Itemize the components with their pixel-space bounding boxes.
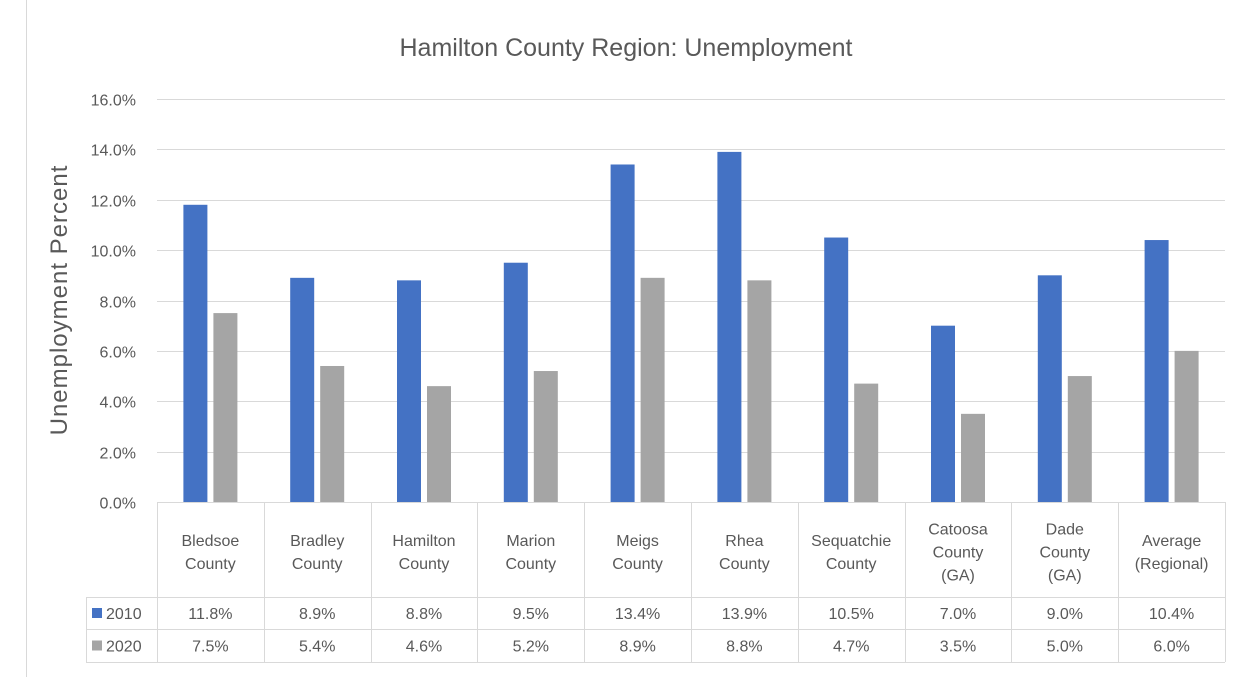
y-tick-label: 10.0% xyxy=(91,244,136,261)
category-label: Bradley County xyxy=(290,533,344,573)
bar-2020 xyxy=(1174,350,1199,502)
category-label: Average (Regional) xyxy=(1135,533,1209,573)
bar-2010 xyxy=(183,204,208,502)
data-label: 4.7% xyxy=(833,639,869,656)
bar-2020 xyxy=(640,277,665,502)
bar-2020 xyxy=(961,413,985,502)
data-label: 3.5% xyxy=(940,639,976,656)
legend-key-2020 xyxy=(92,640,102,651)
data-label: 9.5% xyxy=(513,606,549,623)
data-label: 10.4% xyxy=(1149,606,1194,623)
category-label: Dade County (GA) xyxy=(1039,522,1090,585)
bar-2010 xyxy=(290,277,315,502)
data-label: 8.8% xyxy=(726,639,762,656)
bar-2020 xyxy=(213,313,238,502)
category-label: Rhea County xyxy=(719,533,770,573)
bar-2020 xyxy=(320,365,345,502)
y-tick-label: 12.0% xyxy=(91,194,136,211)
y-tick-label: 6.0% xyxy=(100,345,136,362)
category-label: Catoosa County (GA) xyxy=(928,522,988,585)
y-tick-label: 0.0% xyxy=(100,496,136,513)
bar-2010 xyxy=(1037,275,1062,502)
legend-label: 2010 xyxy=(106,606,142,623)
bar-2020 xyxy=(533,371,558,502)
data-label: 4.6% xyxy=(406,639,442,656)
data-label: 10.5% xyxy=(829,606,874,623)
y-tick-label: 14.0% xyxy=(91,143,136,160)
legend-label: 2020 xyxy=(106,639,142,656)
y-tick-label: 8.0% xyxy=(100,295,136,312)
category-label: Hamilton County xyxy=(392,533,455,573)
data-label: 13.9% xyxy=(722,606,767,623)
bar-2010 xyxy=(503,262,528,502)
category-label: Sequatchie County xyxy=(811,533,891,573)
data-label: 8.9% xyxy=(619,639,655,656)
data-label: 9.0% xyxy=(1047,606,1083,623)
y-axis-label: Unemployment Percent xyxy=(46,165,73,436)
data-label: 8.8% xyxy=(406,606,442,623)
category-label: Marion County xyxy=(505,533,556,573)
category-label: Meigs County xyxy=(612,533,663,573)
category-label: Bledsoe County xyxy=(181,533,239,573)
bar-2010 xyxy=(931,325,955,502)
bars xyxy=(183,151,1199,503)
bar-2020 xyxy=(427,386,451,502)
y-tick-labels: 0.0% 2.0% 4.0% 6.0% 8.0% 10.0% 12.0% 14.0% 16.0% xyxy=(91,93,136,513)
data-label: 6.0% xyxy=(1153,639,1189,656)
data-label: 5.2% xyxy=(513,639,549,656)
data-label: 7.0% xyxy=(940,606,976,623)
bar-2010 xyxy=(824,237,849,502)
bar-2010 xyxy=(610,164,635,503)
bar-2020 xyxy=(854,383,879,502)
data-table: Bledsoe County Bradley County Hamilton County… xyxy=(86,502,1226,663)
bar-2010 xyxy=(1144,240,1169,503)
chart-title: Hamilton County Region: Unemployment xyxy=(400,34,853,62)
bar-2010 xyxy=(397,280,421,502)
y-tick-label: 2.0% xyxy=(100,446,136,463)
y-tick-label: 16.0% xyxy=(91,93,136,110)
data-label: 13.4% xyxy=(615,606,660,623)
data-label: 8.9% xyxy=(299,606,335,623)
bar-2010 xyxy=(717,151,742,503)
data-label: 7.5% xyxy=(192,639,228,656)
y-tick-label: 4.0% xyxy=(100,395,136,412)
data-label: 5.4% xyxy=(299,639,335,656)
data-label: 11.8% xyxy=(188,606,232,623)
bar-2020 xyxy=(747,280,772,502)
data-label: 5.0% xyxy=(1047,639,1083,656)
legend-key-2010 xyxy=(92,608,102,618)
bar-2020 xyxy=(1067,376,1092,502)
